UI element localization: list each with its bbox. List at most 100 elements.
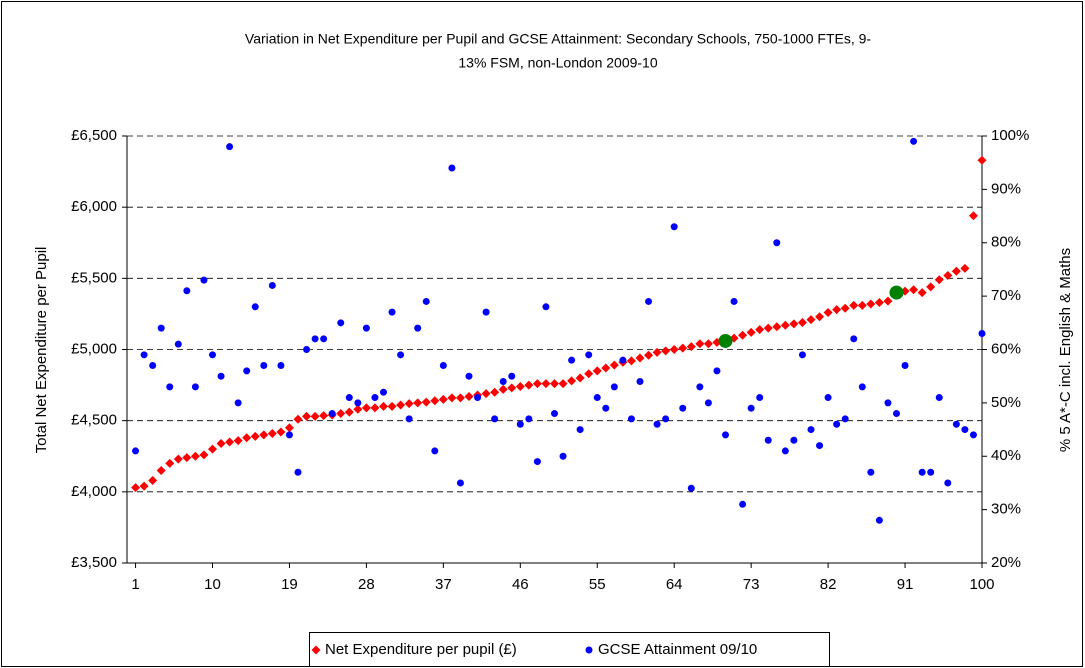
circle-marker xyxy=(414,324,422,332)
circle-marker xyxy=(679,404,687,412)
circle-marker xyxy=(559,452,567,460)
diamond-marker xyxy=(738,330,748,340)
circle-marker xyxy=(294,468,302,476)
y-tick-label: £5,500 xyxy=(71,269,117,286)
diamond-marker xyxy=(874,298,884,308)
circle-marker xyxy=(260,362,268,370)
diamond-marker xyxy=(968,211,978,221)
circle-marker xyxy=(858,383,866,391)
circle-marker xyxy=(756,394,764,402)
diamond-marker xyxy=(609,360,619,370)
circle-marker xyxy=(388,308,396,316)
circle-marker xyxy=(431,447,439,455)
x-tick-label: 46 xyxy=(512,576,529,593)
circle-marker xyxy=(961,426,969,434)
x-tick-label: 37 xyxy=(435,576,452,593)
diamond-marker xyxy=(823,307,833,317)
diamond-marker xyxy=(917,288,927,298)
circle-marker xyxy=(670,223,678,231)
diamond-marker xyxy=(284,423,294,433)
diamond-marker xyxy=(370,403,380,413)
diamond-marker xyxy=(652,347,662,357)
diamond-marker xyxy=(678,343,688,353)
circle-marker xyxy=(268,281,276,289)
circle-marker xyxy=(303,346,311,353)
circle-marker xyxy=(140,351,148,359)
diamond-marker xyxy=(832,305,842,315)
circle-marker xyxy=(542,303,550,311)
axes: £3,500 £4,000 £4,500 £5,000 £5,500 £6,000 £6,5… xyxy=(71,127,1029,593)
diamond-marker xyxy=(815,312,825,322)
circle-marker xyxy=(969,431,977,439)
diamond-marker xyxy=(216,438,226,448)
x-tick-label: 91 xyxy=(897,576,914,593)
x-tick-label: 19 xyxy=(281,576,298,593)
circle-marker xyxy=(354,399,362,407)
circle-marker xyxy=(645,297,653,305)
diamond-marker xyxy=(464,391,474,401)
diamond-marker xyxy=(182,453,192,463)
y2-tick-label: 50% xyxy=(991,394,1021,411)
circle-marker xyxy=(576,426,584,434)
circle-marker xyxy=(935,394,943,402)
circle-marker xyxy=(585,351,593,359)
diamond-marker xyxy=(156,465,166,475)
diamond-marker xyxy=(926,282,936,292)
diamond-marker xyxy=(592,366,602,376)
diamond-marker xyxy=(797,317,807,327)
circle-marker xyxy=(226,143,234,151)
x-tick-label: 10 xyxy=(204,576,221,593)
circle-marker xyxy=(952,420,960,428)
diamond-marker xyxy=(541,379,551,389)
diamond-marker xyxy=(601,363,611,373)
diamond-marker xyxy=(490,387,500,397)
y2-tick-label: 100% xyxy=(991,127,1029,144)
x-tick-label: 55 xyxy=(589,576,606,593)
diamond-marker xyxy=(344,407,354,417)
circle-marker xyxy=(456,479,464,487)
diamond-marker xyxy=(267,428,277,438)
diamond-marker xyxy=(934,275,944,285)
circle-marker xyxy=(927,468,935,476)
circle-marker xyxy=(585,646,593,654)
diamond-marker xyxy=(319,411,329,421)
circle-marker xyxy=(149,362,157,370)
highlight-marker xyxy=(889,285,904,300)
circle-marker xyxy=(157,324,165,332)
diamond-marker xyxy=(148,475,158,485)
circle-marker xyxy=(234,399,242,407)
diamond-marker xyxy=(703,339,713,349)
circle-marker xyxy=(944,479,952,487)
circle-marker xyxy=(893,410,900,418)
circle-marker xyxy=(551,410,558,418)
diamond-marker xyxy=(481,389,491,399)
diamond-marker xyxy=(208,444,217,454)
circle-marker xyxy=(568,356,576,364)
circle-marker xyxy=(533,458,541,466)
highlight-marker xyxy=(718,333,733,348)
diamond-marker xyxy=(695,339,705,349)
circle-marker xyxy=(191,383,199,391)
circle-marker xyxy=(251,303,259,311)
legend-label: Net Expenditure per pupil (£) xyxy=(325,641,517,658)
circle-marker xyxy=(850,335,858,343)
diamond-marker xyxy=(438,394,448,404)
y-tick-label: £6,000 xyxy=(71,198,117,215)
y2-tick-label: 90% xyxy=(991,180,1021,197)
diamond-marker xyxy=(302,411,312,421)
diamond-marker xyxy=(413,398,423,408)
y2-tick-label: 30% xyxy=(991,501,1021,518)
diamond-marker xyxy=(626,356,636,366)
circle-marker xyxy=(713,367,721,375)
circle-marker xyxy=(448,164,456,172)
legend-box xyxy=(309,632,830,667)
circle-marker xyxy=(508,372,516,380)
diamond-marker xyxy=(421,397,431,407)
circle-marker xyxy=(696,383,704,391)
diamond-marker xyxy=(361,403,371,413)
circle-marker xyxy=(653,420,661,428)
legend-label: GCSE Attainment 09/10 xyxy=(598,641,757,658)
x-tick-label: 28 xyxy=(358,576,375,593)
circle-marker xyxy=(380,388,387,396)
